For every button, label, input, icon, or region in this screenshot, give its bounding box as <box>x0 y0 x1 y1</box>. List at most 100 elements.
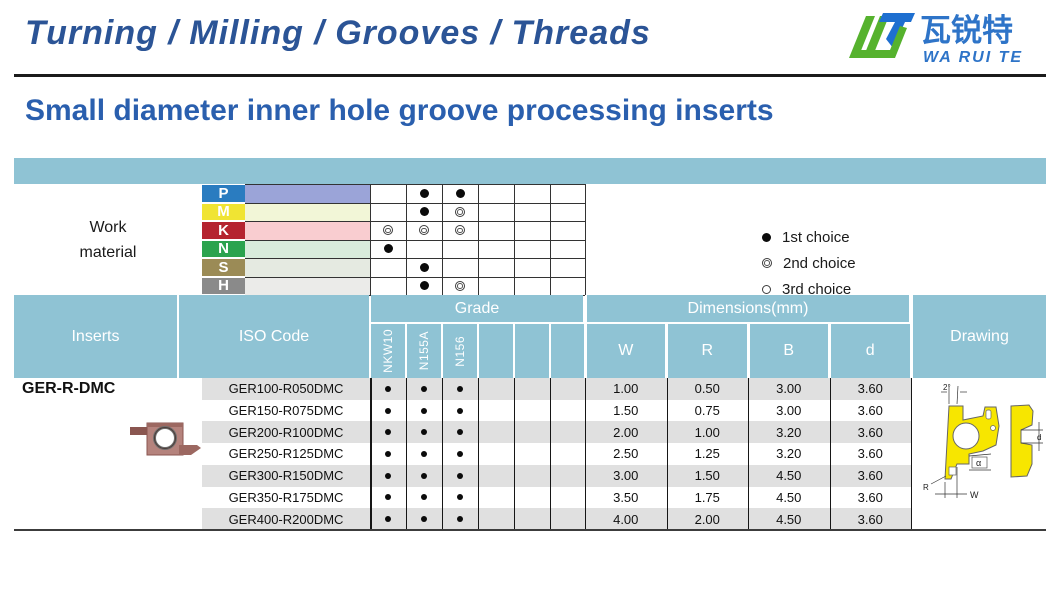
dimension-value-cell: 3.20 <box>776 424 802 440</box>
dimension-value-cell: 3.00 <box>776 381 802 397</box>
material-choice-cell <box>478 202 514 221</box>
insert-photo <box>130 422 201 456</box>
material-choice-cell <box>406 258 442 277</box>
material-band-S <box>245 258 370 277</box>
choice-mark-filled <box>455 188 465 198</box>
material-tab-H: H <box>202 277 245 294</box>
grade-mark-cell <box>370 465 406 487</box>
material-choice-cell <box>478 239 514 258</box>
dimension-value-cell: 1.75 <box>694 489 720 505</box>
dimension-value-cell: 0.75 <box>694 403 720 419</box>
table-row: GER350-R175DMC 3.50 1.75 4.50 3.60 <box>202 486 911 509</box>
grade-mark-cell <box>442 421 478 443</box>
grade-mark <box>457 450 463 457</box>
dimension-value-cell: 4.50 <box>776 489 802 505</box>
legend-item: 3rd choice <box>762 276 856 302</box>
work-material-row-N: N <box>202 239 585 258</box>
matrix-grid-hline <box>245 276 585 278</box>
material-choice-cell <box>370 276 406 295</box>
legend-mark-filled <box>762 232 771 242</box>
grade-mark-cell <box>406 508 442 530</box>
grade-mark-cell <box>514 443 550 465</box>
grade-column-label: N156 <box>453 335 467 367</box>
grade-mark-cell <box>442 378 478 400</box>
material-choice-cell <box>478 221 514 240</box>
dimension-value-cell: 3.60 <box>857 403 883 419</box>
logo-en-text: WA RUI TE <box>923 49 1023 66</box>
grade-mark-cell <box>442 465 478 487</box>
grade-mark <box>385 494 391 501</box>
iso-code-cell: GER200-R100DMC <box>228 424 344 440</box>
grade-mark-cell <box>406 487 442 509</box>
dimension-value-cell: 3.60 <box>857 446 883 462</box>
material-choice-cell <box>550 258 585 277</box>
material-tab-M: M <box>202 203 245 220</box>
grade-mark-cell <box>442 487 478 509</box>
dimension-value-cell: 3.20 <box>776 446 802 462</box>
dimension-value-cell: 3.00 <box>776 403 802 419</box>
grade-column-NKW10: NKW10 <box>371 324 405 378</box>
work-material-row-M: M <box>202 202 585 221</box>
table-row: GER200-R100DMC 2.00 1.00 3.20 3.60 <box>202 421 911 444</box>
grade-mark-cell <box>550 378 585 400</box>
grade-mark-cell <box>406 421 442 443</box>
material-tab-K: K <box>202 222 245 239</box>
body-grid-vline <box>829 378 831 530</box>
header-divider <box>14 74 1046 77</box>
inserts-header: Inserts <box>14 295 177 378</box>
table-row: GER100-R050DMC 1.00 0.50 3.00 3.60 <box>202 378 911 400</box>
body-grid-vline <box>550 378 551 530</box>
matrix-grid-vline <box>406 184 407 295</box>
grade-mark <box>457 407 463 414</box>
dimension-column-label: d <box>865 342 875 359</box>
grade-mark-cell <box>550 487 585 509</box>
table-row: GER300-R150DMC 3.00 1.50 4.50 3.60 <box>202 464 911 487</box>
grade-column-N156: N156 <box>443 324 477 378</box>
iso-code-cell: GER150-R075DMC <box>228 403 344 419</box>
table-top-band <box>14 158 1046 184</box>
grade-mark <box>457 385 463 392</box>
material-choice-cell <box>550 239 585 258</box>
legend-label: 3rd choice <box>782 280 852 298</box>
material-choice-cell <box>514 239 550 258</box>
material-tab-S: S <box>202 259 245 276</box>
grade-mark <box>421 516 427 523</box>
body-grid-vline <box>911 378 912 530</box>
legend-label: 2nd choice <box>783 254 856 272</box>
grade-column-empty <box>551 324 584 378</box>
legend-item: 1st choice <box>762 224 856 250</box>
material-choice-cell <box>442 184 478 203</box>
choice-legend: 1st choice 2nd choice 3rd choice <box>762 224 856 302</box>
material-choice-cell <box>514 184 550 203</box>
grade-mark <box>457 429 463 436</box>
material-tab-N: N <box>202 240 245 257</box>
legend-item: 2nd choice <box>762 250 856 276</box>
table-body: GER100-R050DMC 1.00 0.50 3.00 3.60 GER150-R07… <box>14 378 1046 530</box>
brand-title: Turning / Milling / Grooves / Threads <box>25 14 651 52</box>
grade-column-empty <box>479 324 513 378</box>
choice-mark-filled <box>419 188 429 198</box>
grade-mark-cell <box>370 487 406 509</box>
grade-mark <box>421 494 427 501</box>
grade-mark <box>457 516 463 523</box>
matrix-grid-vline <box>370 184 371 295</box>
dimension-value-cell: 1.50 <box>613 403 639 419</box>
grade-mark-cell <box>370 508 406 530</box>
dimension-value-cell: 2.00 <box>613 424 639 440</box>
matrix-grid-hline <box>245 202 585 204</box>
grade-mark-cell <box>514 400 550 422</box>
dimension-value-cell: 3.60 <box>857 468 883 484</box>
grade-mark <box>457 494 463 501</box>
grade-mark <box>385 472 391 479</box>
body-grid-vline <box>514 378 515 530</box>
drawing-w-label: W <box>970 490 979 500</box>
matrix-grid-vline <box>550 184 551 295</box>
dimension-value-cell: 1.50 <box>694 468 720 484</box>
grade-mark-cell <box>514 508 550 530</box>
drawing-alpha-label: α <box>976 458 981 468</box>
material-choice-cell <box>478 258 514 277</box>
drawing-side-view <box>1010 404 1034 478</box>
material-choice-cell <box>550 276 585 295</box>
iso-code-header: ISO Code <box>179 295 369 378</box>
